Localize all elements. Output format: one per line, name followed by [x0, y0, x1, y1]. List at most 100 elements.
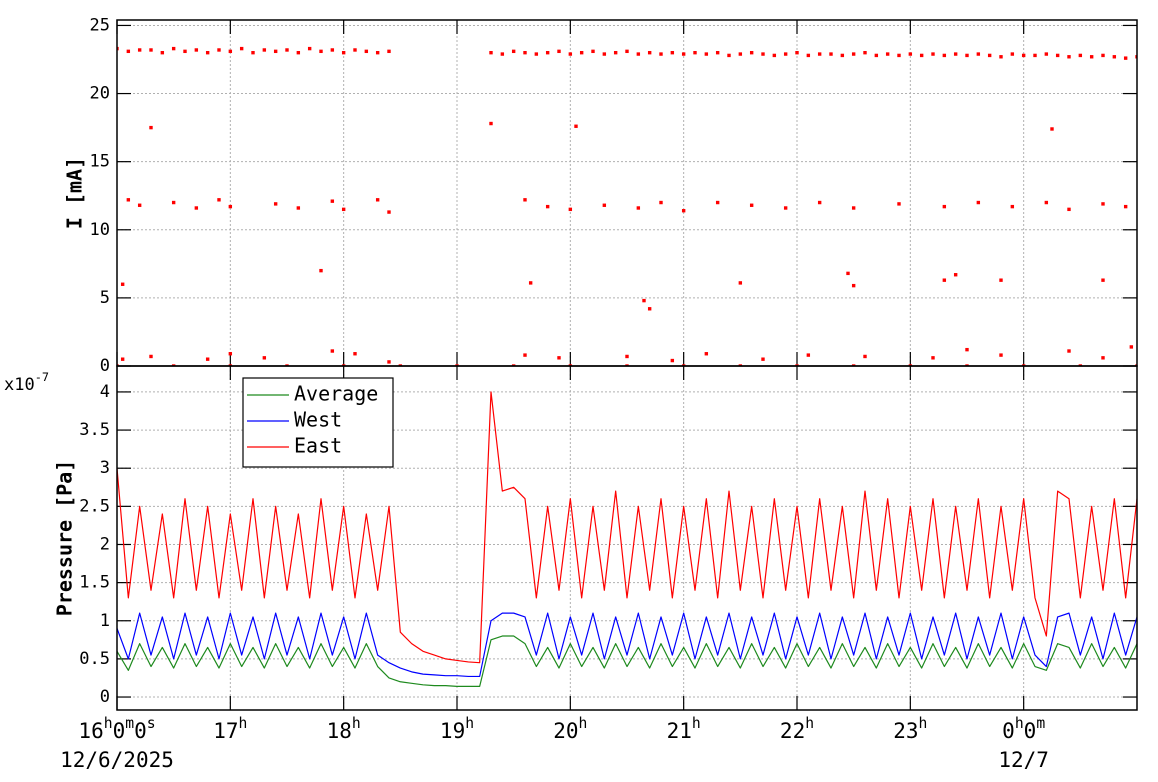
y-tick-label: 2.5: [79, 496, 110, 516]
point: [908, 364, 913, 366]
point: [149, 48, 153, 52]
point: [783, 206, 788, 210]
point: [953, 52, 958, 56]
legend-label: Average: [294, 382, 378, 406]
point: [239, 46, 244, 51]
point: [1044, 200, 1049, 205]
point: [398, 364, 403, 366]
point: [681, 364, 686, 366]
point: [285, 364, 289, 366]
point: [330, 199, 335, 203]
point: [681, 209, 686, 213]
point: [625, 364, 629, 366]
point: [874, 53, 879, 58]
point: [783, 52, 788, 56]
point: [602, 203, 607, 207]
point: [965, 53, 969, 58]
series-line: [117, 635, 1137, 687]
legend-label: East: [294, 434, 342, 458]
point: [375, 198, 380, 202]
point: [228, 364, 233, 366]
point: [647, 50, 652, 55]
point: [545, 204, 550, 209]
point: [523, 198, 527, 202]
point: [1101, 53, 1105, 58]
point: [642, 298, 646, 303]
point: [931, 356, 935, 360]
y-tick-label: 3.5: [79, 420, 110, 440]
point: [1123, 56, 1128, 60]
point: [749, 50, 754, 55]
point: [557, 49, 561, 54]
y-tick-label: 0: [100, 356, 110, 376]
x-tick-label: 21h: [667, 715, 701, 743]
point: [999, 55, 1003, 59]
point: [1050, 127, 1054, 131]
point: [455, 364, 459, 366]
y-tick-label: 5: [100, 288, 110, 308]
point: [693, 50, 697, 55]
point: [851, 283, 856, 288]
point: [149, 354, 153, 359]
date-label: 12/7: [998, 748, 1049, 772]
point: [117, 46, 119, 51]
point: [885, 52, 890, 56]
point: [273, 49, 278, 54]
point: [670, 50, 675, 55]
point: [228, 49, 233, 54]
point: [976, 52, 981, 56]
point: [262, 48, 267, 52]
point: [251, 50, 255, 55]
point: [602, 52, 607, 56]
y-tick-label: 15: [90, 152, 110, 172]
point: [523, 353, 527, 357]
point: [817, 200, 822, 205]
point: [659, 200, 663, 205]
point: [942, 53, 947, 58]
point: [942, 204, 947, 209]
point: [897, 53, 901, 58]
point: [749, 203, 754, 207]
point: [647, 307, 652, 311]
point: [194, 206, 199, 210]
point: [670, 358, 675, 363]
point: [1135, 364, 1137, 366]
point: [931, 52, 935, 56]
point: [840, 53, 845, 58]
x-tick-label: 22h: [780, 715, 814, 743]
point: [772, 53, 777, 58]
plot-area: [117, 46, 1137, 366]
y-axis-label: I [mA]: [63, 157, 87, 229]
point: [851, 206, 856, 210]
point: [319, 49, 323, 54]
point: [863, 354, 867, 359]
scale-label: x10-7: [4, 370, 49, 396]
point: [330, 48, 335, 52]
point: [999, 353, 1003, 357]
point: [625, 49, 629, 54]
date-label: 12/6/2025: [60, 748, 174, 772]
point: [965, 364, 969, 366]
point: [511, 49, 516, 54]
point: [568, 364, 573, 366]
point: [330, 349, 335, 353]
point: [228, 204, 233, 209]
point: [568, 207, 573, 212]
x-tick-label: 17h: [213, 715, 247, 743]
plot-area: [117, 391, 1137, 687]
point: [523, 50, 527, 55]
point: [171, 46, 176, 51]
point: [1021, 364, 1026, 366]
point: [908, 52, 913, 56]
point: [126, 198, 131, 202]
point: [942, 278, 947, 282]
point: [528, 281, 533, 285]
point: [341, 207, 346, 212]
point: [511, 364, 516, 366]
y-tick-label: 25: [90, 15, 110, 35]
point: [738, 52, 743, 56]
plot-frame: [116, 19, 1138, 367]
point: [1101, 278, 1105, 282]
point: [761, 52, 765, 56]
